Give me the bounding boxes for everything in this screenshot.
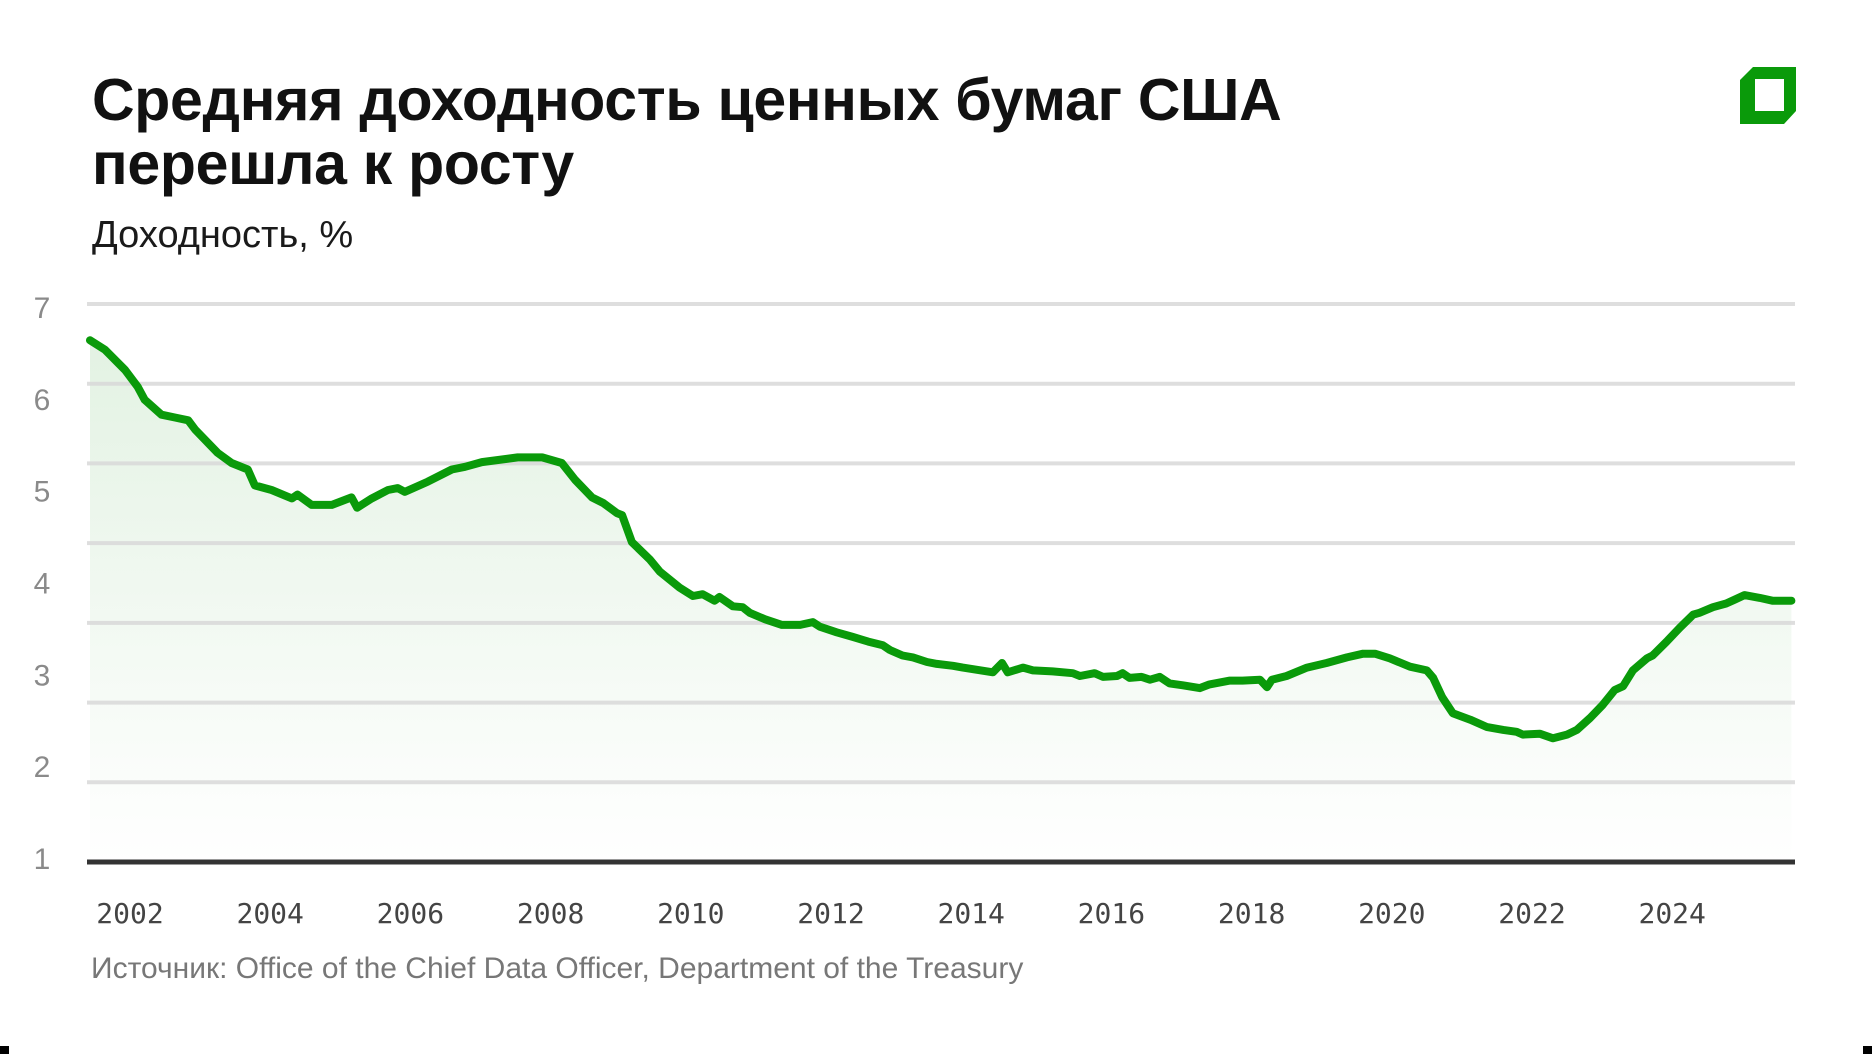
gridlines	[87, 302, 1795, 785]
y-axis-label: 3	[34, 659, 51, 692]
brand-logo-shape	[1740, 67, 1796, 124]
chart-title-line-2: перешла к росту	[92, 131, 574, 197]
y-axis-label: 1	[34, 843, 51, 876]
y-axis-label: 2	[34, 751, 51, 784]
chart-title-line-1: Средняя доходность ценных бумаг США	[92, 67, 1282, 133]
x-axis-label: 2016	[1078, 897, 1145, 930]
x-axis-labels: 2002 2004 2006 2008 2010 2012 2014 2016 2018 2020…	[96, 897, 1706, 930]
brand-logo-icon	[1740, 67, 1796, 124]
chart-subtitle: Доходность, %	[92, 214, 354, 256]
x-axis-label: 2014	[937, 897, 1004, 930]
y-axis-label: 4	[34, 568, 51, 601]
yield-line	[86, 336, 1796, 743]
y-axis-label: 6	[34, 384, 51, 417]
y-axis-labels: 7 6 5 4 3 2 1	[34, 292, 51, 876]
x-axis-label: 2006	[377, 897, 444, 930]
x-axis-label: 2002	[96, 897, 163, 930]
corner-mark-right	[1863, 1046, 1872, 1054]
x-axis-label: 2008	[517, 897, 584, 930]
y-axis-label: 5	[34, 476, 51, 509]
x-axis-label: 2022	[1498, 897, 1565, 930]
source-note: Источник: Office of the Chief Data Offic…	[91, 952, 1024, 985]
x-axis-label: 2012	[797, 897, 864, 930]
corner-mark-left	[0, 1046, 9, 1054]
x-axis-label: 2004	[236, 897, 303, 930]
x-axis-label: 2020	[1358, 897, 1425, 930]
area-fill	[90, 340, 1792, 862]
x-axis-label: 2024	[1638, 897, 1705, 930]
x-axis-label: 2018	[1218, 897, 1285, 930]
chart-title: Средняя доходность ценных бумаг США пере…	[92, 68, 1492, 196]
x-axis-label: 2010	[657, 897, 724, 930]
y-axis-label: 7	[34, 292, 51, 325]
